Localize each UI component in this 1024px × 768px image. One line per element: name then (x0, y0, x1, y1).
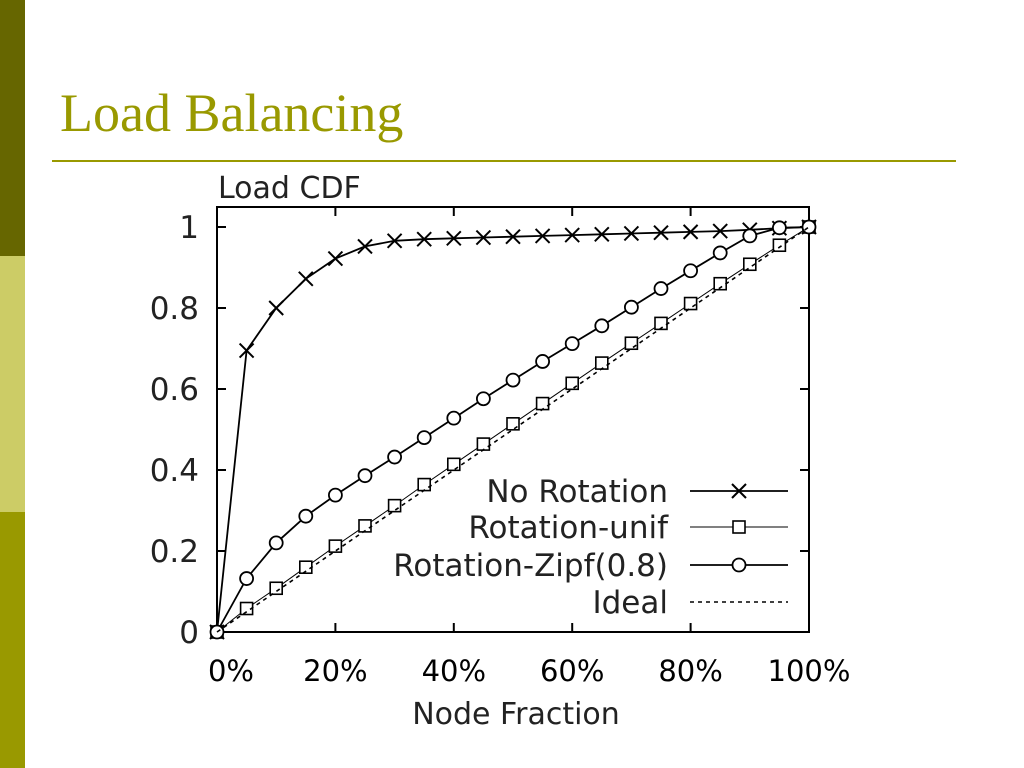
circle-marker (624, 299, 639, 315)
circle-marker (653, 281, 669, 296)
y-tick-label: 0.4 (150, 453, 199, 489)
x-tick-label: 100% (768, 654, 851, 688)
square-marker (387, 498, 402, 513)
circle-marker (416, 430, 432, 446)
circle-marker (683, 263, 698, 279)
series-no-rotation (209, 219, 817, 640)
x-marker (653, 224, 669, 241)
square-marker (328, 539, 343, 553)
legend: No RotationRotation-unifRotation-Zipf(0.… (393, 474, 788, 621)
left-band-light (0, 256, 25, 512)
plot-frame (216, 206, 810, 633)
x-marker (327, 250, 344, 267)
left-band-dark (0, 0, 25, 256)
square-marker (476, 437, 491, 451)
slide-title: Load Balancing (60, 83, 404, 143)
legend-label: Ideal (592, 585, 668, 621)
legend-label: Rotation-unif (468, 510, 669, 546)
x-marker (386, 233, 403, 249)
circle-marker (327, 487, 343, 503)
x-tick-label: 20% (303, 654, 367, 688)
x-marker (238, 342, 255, 359)
circle-marker (268, 535, 284, 551)
x-marker (298, 271, 314, 287)
x-marker (682, 224, 699, 240)
square-marker (269, 581, 284, 596)
x-marker (505, 229, 521, 245)
x-marker (623, 225, 640, 242)
y-axis: 0 0.2 0.4 0.6 0.8 1 (150, 210, 809, 651)
circle-marker (772, 220, 787, 236)
x-marker (712, 223, 728, 239)
y-tick-label: 0.6 (150, 372, 199, 408)
x-tick-label: 0% (208, 654, 254, 688)
y-tick-label: 1 (179, 210, 199, 246)
x-tick-label: 40% (422, 654, 486, 688)
y-tick-label: 0.8 (150, 291, 199, 327)
circle-marker (298, 508, 314, 524)
circle-marker (564, 336, 580, 352)
circle-marker (446, 410, 462, 426)
circle-marker (731, 557, 747, 573)
x-marker (731, 483, 747, 499)
square-marker (565, 376, 580, 391)
x-marker (594, 226, 610, 242)
square-marker (446, 457, 461, 472)
legend-label: No Rotation (486, 474, 668, 510)
x-marker (268, 300, 284, 316)
square-marker (772, 238, 787, 253)
x-tick-label: 60% (540, 654, 604, 688)
circle-marker (594, 318, 610, 334)
x-axis-title: Node Fraction (412, 697, 620, 732)
square-marker (742, 257, 757, 272)
series-layer (209, 219, 817, 640)
x-marker (475, 229, 492, 246)
circle-marker (387, 449, 403, 465)
circle-marker (505, 372, 521, 388)
x-marker (564, 227, 580, 243)
circle-marker (239, 571, 255, 586)
series-rotation-zipf-0-8- (209, 219, 817, 640)
y-axis-title: Load CDF (218, 171, 361, 206)
circle-marker (535, 354, 550, 369)
square-marker (594, 356, 609, 370)
legend-label: Rotation-Zipf(0.8) (393, 548, 668, 584)
x-marker (357, 238, 373, 255)
x-axis: 0% 20% 40% 60% 80% 100% (208, 207, 850, 688)
x-tick-label: 80% (658, 654, 722, 688)
y-tick-label: 0.2 (150, 534, 199, 570)
square-marker (683, 296, 698, 311)
circle-marker (712, 245, 728, 261)
square-marker (417, 477, 432, 492)
x-marker (446, 230, 462, 247)
x-marker (534, 228, 551, 244)
circle-marker (742, 228, 758, 244)
left-band-mid (0, 512, 25, 768)
y-tick-label: 0 (179, 615, 199, 651)
square-marker (506, 417, 520, 431)
square-marker (624, 336, 639, 351)
square-marker (535, 396, 550, 411)
x-marker (416, 231, 432, 247)
circle-marker (475, 391, 491, 407)
title-divider (52, 160, 956, 162)
square-marker (732, 520, 746, 534)
circle-marker (357, 468, 373, 484)
circle-marker (801, 219, 817, 235)
